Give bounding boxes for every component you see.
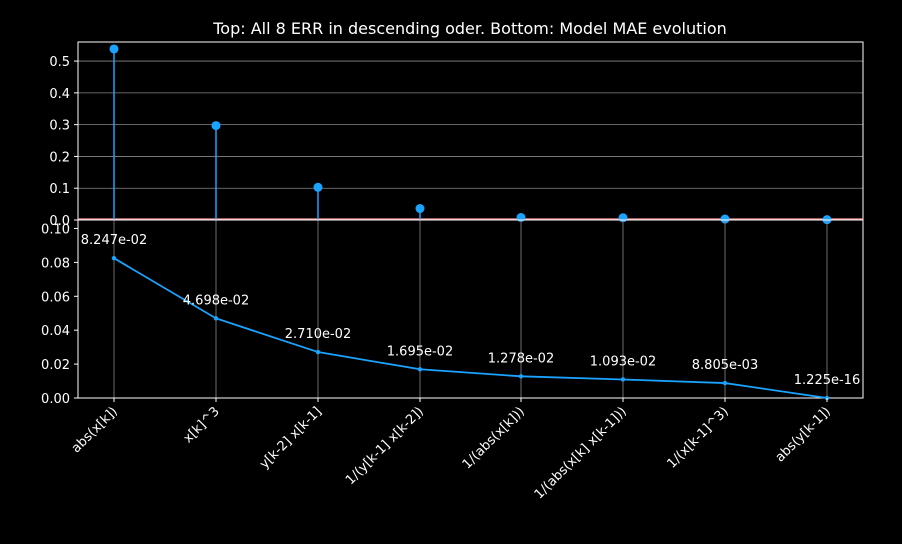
mae-marker: [111, 255, 117, 261]
mae-data-label: 1.278e-02: [488, 351, 554, 366]
top-stem-chart: 0.0 0.1 0.2 0.3 0.4 0.5: [49, 41, 864, 229]
stem-marker: [415, 204, 425, 214]
bottom-y-tick-label: 0.06: [41, 290, 70, 305]
stem-marker: [720, 214, 730, 224]
bottom-axes-frame: [77, 219, 864, 399]
mae-marker: [518, 374, 524, 379]
top-y-tick-label: 0.2: [49, 150, 70, 165]
top-y-tick-label: 0.3: [49, 119, 70, 134]
mae-data-label: 8.805e-03: [692, 358, 758, 373]
top-y-tick-label: 0.5: [49, 55, 70, 70]
mae-data-label: 8.247e-02: [81, 233, 147, 248]
mae-data-label: 2.710e-02: [285, 327, 351, 342]
mae-marker: [722, 380, 728, 386]
mae-data-label: 1.695e-02: [387, 344, 453, 359]
bottom-y-tick-label: 0.00: [41, 392, 70, 407]
mae-data-label: 4.698e-02: [183, 293, 249, 308]
chart-title: Top: All 8 ERR in descending oder. Botto…: [212, 19, 727, 38]
stem-marker: [211, 121, 221, 131]
bottom-y-tick-label: 0.04: [41, 324, 70, 339]
mae-marker: [213, 316, 219, 321]
mae-data-label: 1.093e-02: [590, 354, 656, 369]
stem-marker: [313, 182, 323, 192]
mae-marker: [417, 367, 423, 372]
bottom-y-tick-label: 0.10: [41, 222, 70, 237]
mae-line: [113, 257, 828, 399]
mae-marker: [620, 377, 626, 382]
top-y-tick-label: 0.0: [49, 214, 70, 229]
mae-marker: [315, 349, 321, 355]
stem-marker: [109, 44, 119, 54]
bottom-y-tick-label: 0.02: [41, 358, 70, 373]
top-y-tick-label: 0.4: [49, 87, 70, 102]
mae-data-label: 1.225e-16: [794, 373, 860, 388]
top-y-tick-label: 0.1: [49, 182, 70, 197]
bottom-y-tick-label: 0.08: [41, 256, 70, 271]
